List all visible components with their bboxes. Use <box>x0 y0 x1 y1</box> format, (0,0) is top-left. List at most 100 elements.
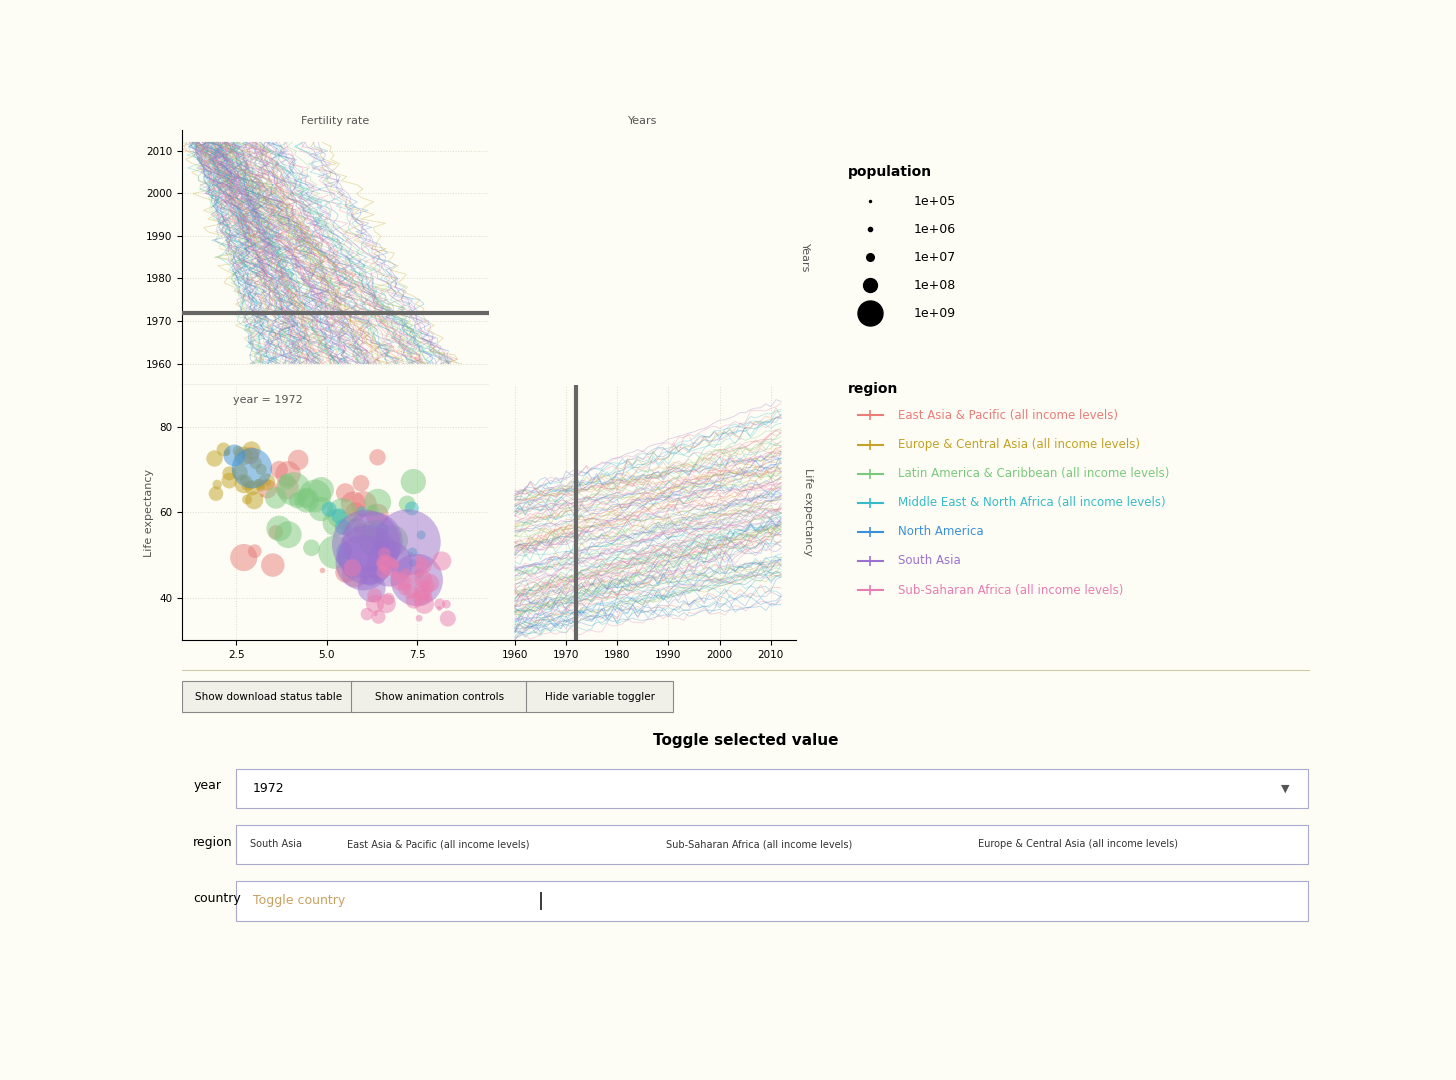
Point <box>218 464 242 482</box>
Point <box>361 502 384 519</box>
Text: 1e+06: 1e+06 <box>913 222 955 235</box>
Point <box>342 496 365 513</box>
Point <box>328 508 351 525</box>
Point <box>412 582 435 599</box>
Point <box>333 542 357 559</box>
Point <box>268 461 291 478</box>
Point <box>412 571 435 589</box>
Point <box>300 539 323 556</box>
Text: Hide variable toggler: Hide variable toggler <box>545 692 655 702</box>
Point <box>250 487 274 504</box>
Point <box>416 589 440 606</box>
Point <box>223 447 246 464</box>
Point <box>246 473 269 490</box>
Point <box>243 491 266 509</box>
Point <box>409 561 432 578</box>
Point <box>256 474 280 491</box>
Text: 1e+07: 1e+07 <box>913 251 955 264</box>
Point <box>236 490 259 508</box>
Point <box>205 476 229 494</box>
Point <box>354 536 377 553</box>
Point <box>357 546 380 564</box>
Point <box>323 543 347 561</box>
Text: Sub-Saharan Africa (all income levels): Sub-Saharan Africa (all income levels) <box>667 839 853 850</box>
Text: Toggle country: Toggle country <box>253 894 345 907</box>
Point <box>373 554 396 571</box>
Point <box>202 450 226 468</box>
Point <box>367 608 390 625</box>
Point <box>379 555 402 572</box>
Point <box>409 566 432 583</box>
Text: country: country <box>194 892 242 905</box>
Point <box>402 473 425 490</box>
Point <box>240 442 264 459</box>
Point <box>358 567 381 584</box>
Text: Europe & Central Asia (all income levels): Europe & Central Asia (all income levels… <box>898 438 1140 451</box>
Point <box>352 496 376 513</box>
Point <box>409 526 432 543</box>
Point <box>363 534 386 551</box>
Point <box>374 595 397 612</box>
Text: Show download status table: Show download status table <box>195 692 342 702</box>
Text: |: | <box>537 892 543 909</box>
Point <box>370 535 393 552</box>
Point <box>335 564 358 581</box>
Point <box>380 532 403 550</box>
Point <box>364 606 387 623</box>
Point <box>310 481 333 498</box>
Point <box>240 460 264 477</box>
Y-axis label: Life expectancy: Life expectancy <box>144 469 153 556</box>
Point <box>229 463 252 481</box>
Point <box>351 554 374 571</box>
Point <box>268 519 291 537</box>
Point <box>233 472 256 489</box>
Point <box>389 572 412 590</box>
Point <box>275 480 298 497</box>
Text: region: region <box>847 382 898 396</box>
Point <box>377 591 400 608</box>
Text: East Asia & Pacific (all income levels): East Asia & Pacific (all income levels) <box>347 839 529 850</box>
Text: year: year <box>194 780 221 793</box>
Point <box>365 494 389 511</box>
Point <box>355 606 379 623</box>
Point <box>226 442 249 459</box>
Text: Toggle selected value: Toggle selected value <box>654 733 839 748</box>
Point <box>409 589 432 606</box>
Text: 1e+05: 1e+05 <box>913 194 955 207</box>
Point <box>243 542 266 559</box>
Text: ▼: ▼ <box>1281 783 1290 793</box>
Point <box>428 599 451 617</box>
FancyBboxPatch shape <box>351 681 529 713</box>
Point <box>335 522 358 539</box>
Point <box>365 522 389 539</box>
Point <box>232 549 255 566</box>
Point <box>275 473 298 490</box>
Point <box>364 530 387 548</box>
Point <box>405 569 428 586</box>
Point <box>329 550 352 567</box>
FancyBboxPatch shape <box>236 881 1307 920</box>
Point <box>317 500 341 517</box>
Point <box>345 522 368 539</box>
Point <box>393 580 416 597</box>
Point <box>233 475 256 492</box>
Point <box>405 571 428 589</box>
Point <box>365 507 389 524</box>
Point <box>430 552 453 569</box>
Point <box>309 500 332 517</box>
Text: Middle East & North Africa (all income levels): Middle East & North Africa (all income l… <box>898 497 1166 510</box>
Point <box>408 551 431 568</box>
Text: year = 1972: year = 1972 <box>233 394 303 405</box>
Point <box>217 472 240 489</box>
Point <box>294 490 317 508</box>
Point <box>234 477 258 495</box>
Point <box>264 524 287 541</box>
Point <box>360 580 383 597</box>
Point <box>277 465 300 483</box>
FancyBboxPatch shape <box>236 769 1307 808</box>
Y-axis label: Years: Years <box>801 243 811 272</box>
FancyBboxPatch shape <box>526 681 673 713</box>
Point <box>349 474 373 491</box>
Point <box>408 565 431 582</box>
Point <box>370 521 393 538</box>
